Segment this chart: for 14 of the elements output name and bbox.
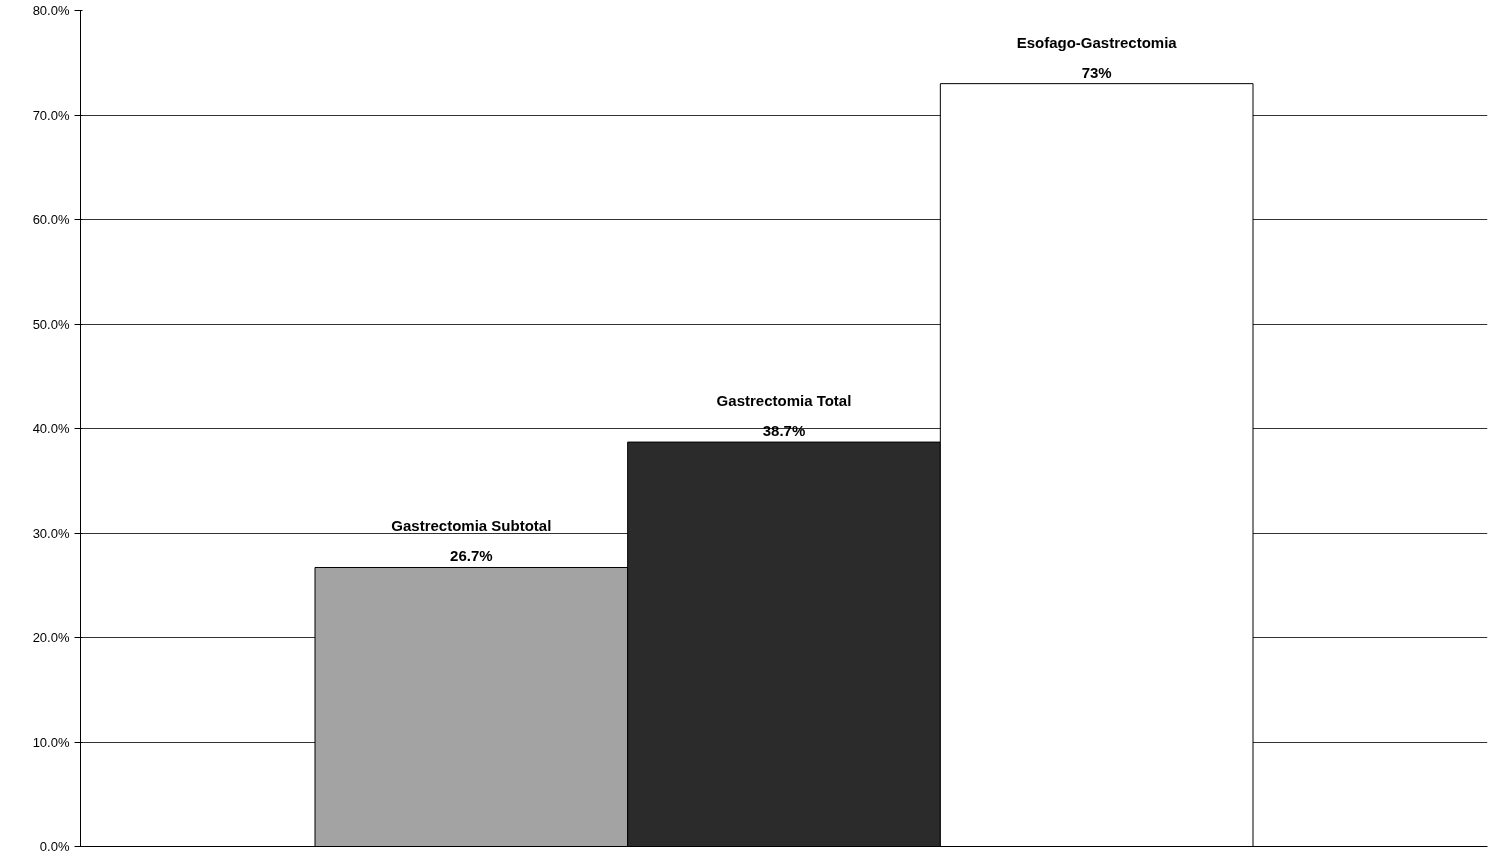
x-tick-label: Gastrectomia Total — [716, 392, 852, 410]
y-tick-label: 30.0% — [32, 525, 70, 541]
y-tick-label: 40.0% — [32, 421, 70, 436]
data-label: 26.7% — [450, 547, 493, 565]
x-tick-label: Esofago-Gastrectomia — [1016, 33, 1178, 51]
y-tick-label: 0.0% — [39, 839, 70, 854]
y-tick-label: 60.0% — [32, 212, 70, 227]
y-tick-label: 20.0% — [32, 630, 70, 645]
y-tick-label: 70.0% — [32, 107, 70, 123]
y-tick-label: 10.0% — [32, 734, 70, 750]
y-tick-label: 80.0% — [32, 3, 70, 18]
data-label: 73% — [1081, 63, 1112, 81]
y-tick-label: 50.0% — [32, 316, 70, 332]
x-tick-label: Gastrectomia Subtotal — [391, 517, 552, 535]
